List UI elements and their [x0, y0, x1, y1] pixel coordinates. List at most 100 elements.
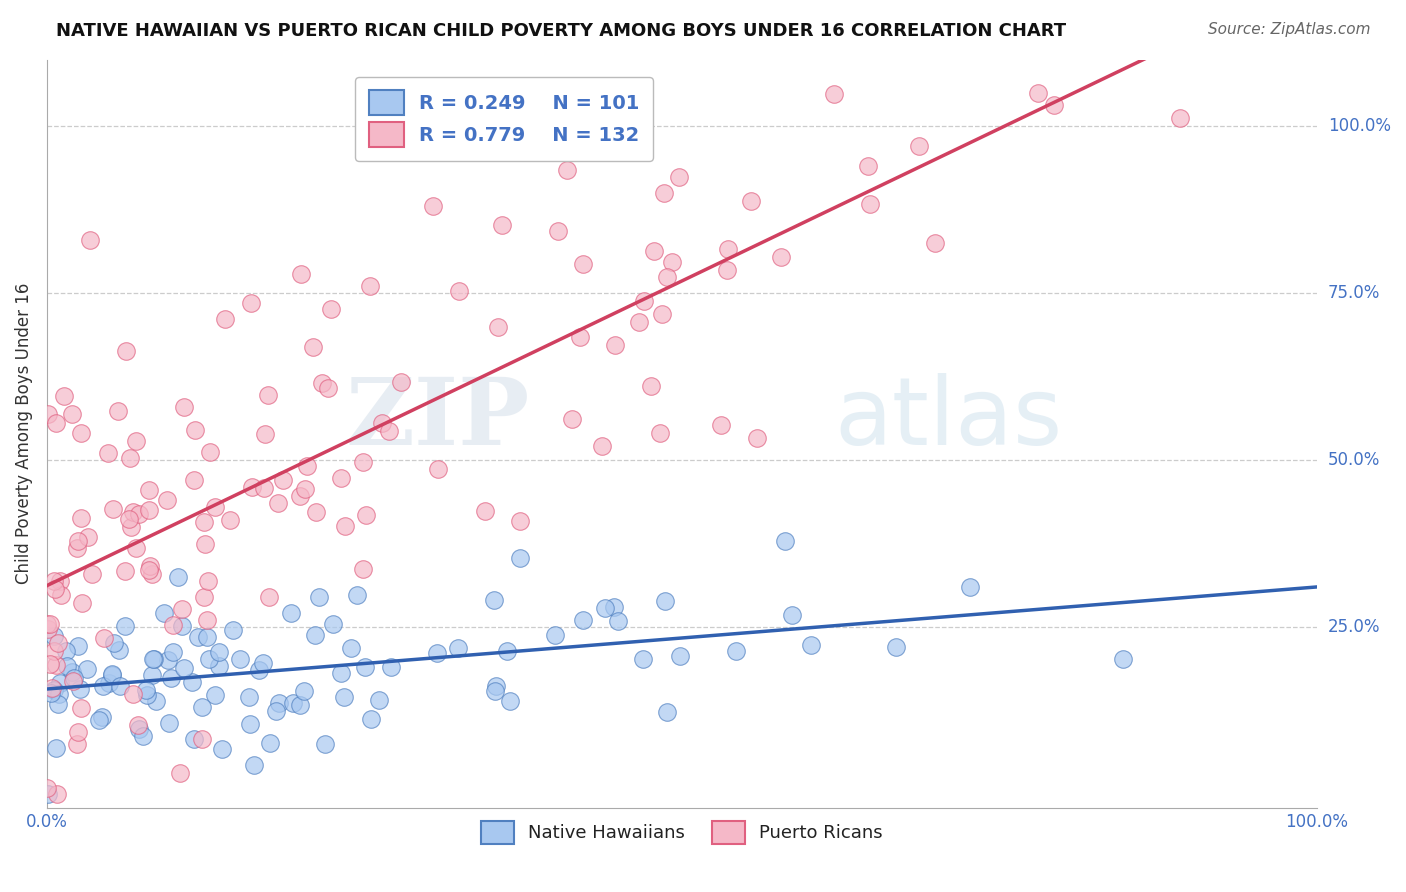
Text: 50.0%: 50.0%	[1329, 451, 1381, 469]
Point	[44, 416, 66, 430]
Point	[143, 652, 166, 666]
Point	[97, 446, 120, 460]
Point	[153, 606, 176, 620]
Point	[959, 580, 981, 594]
Point	[87, 713, 110, 727]
Point	[156, 493, 179, 508]
Point	[253, 481, 276, 495]
Point	[183, 473, 205, 487]
Point	[486, 319, 509, 334]
Point	[204, 688, 226, 702]
Point	[321, 301, 343, 316]
Point	[181, 675, 204, 690]
Point	[654, 593, 676, 607]
Point	[172, 602, 194, 616]
Point	[76, 530, 98, 544]
Point	[141, 652, 163, 666]
Point	[138, 483, 160, 497]
Point	[67, 724, 90, 739]
Point	[127, 718, 149, 732]
Point	[183, 731, 205, 746]
Point	[716, 263, 738, 277]
Point	[114, 618, 136, 632]
Point	[98, 676, 121, 690]
Point	[651, 307, 673, 321]
Point	[422, 199, 444, 213]
Point	[48, 636, 70, 650]
Point	[354, 660, 377, 674]
Point	[39, 686, 62, 700]
Point	[360, 713, 382, 727]
Point	[66, 533, 89, 548]
Point	[271, 474, 294, 488]
Point	[169, 765, 191, 780]
Point	[1112, 651, 1135, 665]
Point	[37, 407, 59, 421]
Point	[82, 566, 104, 581]
Point	[110, 679, 132, 693]
Point	[555, 163, 578, 178]
Point	[884, 640, 907, 654]
Point	[44, 582, 66, 596]
Point	[238, 690, 260, 705]
Point	[252, 656, 274, 670]
Point	[56, 658, 79, 673]
Point	[305, 505, 328, 519]
Text: 100.0%: 100.0%	[1329, 118, 1391, 136]
Point	[229, 652, 252, 666]
Point	[120, 520, 142, 534]
Point	[239, 296, 262, 310]
Point	[859, 197, 882, 211]
Point	[371, 416, 394, 430]
Point	[509, 551, 531, 566]
Point	[66, 639, 89, 653]
Point	[259, 736, 281, 750]
Point	[496, 644, 519, 658]
Point	[115, 344, 138, 359]
Point	[491, 218, 513, 232]
Point	[70, 596, 93, 610]
Point	[353, 455, 375, 469]
Point	[655, 270, 678, 285]
Point	[288, 698, 311, 712]
Point	[288, 489, 311, 503]
Point	[283, 696, 305, 710]
Point	[101, 667, 124, 681]
Point	[187, 631, 209, 645]
Point	[572, 257, 595, 271]
Point	[44, 644, 66, 658]
Point	[121, 505, 143, 519]
Point	[295, 459, 318, 474]
Point	[333, 690, 356, 704]
Point	[38, 657, 60, 672]
Point	[44, 629, 66, 643]
Point	[55, 644, 77, 658]
Point	[91, 680, 114, 694]
Point	[51, 588, 73, 602]
Point	[710, 418, 733, 433]
Point	[107, 404, 129, 418]
Point	[308, 590, 330, 604]
Point	[627, 315, 650, 329]
Point	[173, 400, 195, 414]
Point	[368, 693, 391, 707]
Point	[48, 574, 70, 588]
Point	[193, 515, 215, 529]
Point	[101, 501, 124, 516]
Point	[101, 666, 124, 681]
Point	[145, 693, 167, 707]
Point	[426, 462, 449, 476]
Point	[173, 661, 195, 675]
Point	[354, 508, 377, 522]
Point	[561, 411, 583, 425]
Point	[221, 623, 243, 637]
Point	[191, 700, 214, 714]
Point	[39, 616, 62, 631]
Text: ZIP: ZIP	[346, 374, 530, 464]
Point	[292, 683, 315, 698]
Point	[63, 671, 86, 685]
Point	[46, 697, 69, 711]
Point	[333, 518, 356, 533]
Point	[591, 438, 613, 452]
Point	[172, 619, 194, 633]
